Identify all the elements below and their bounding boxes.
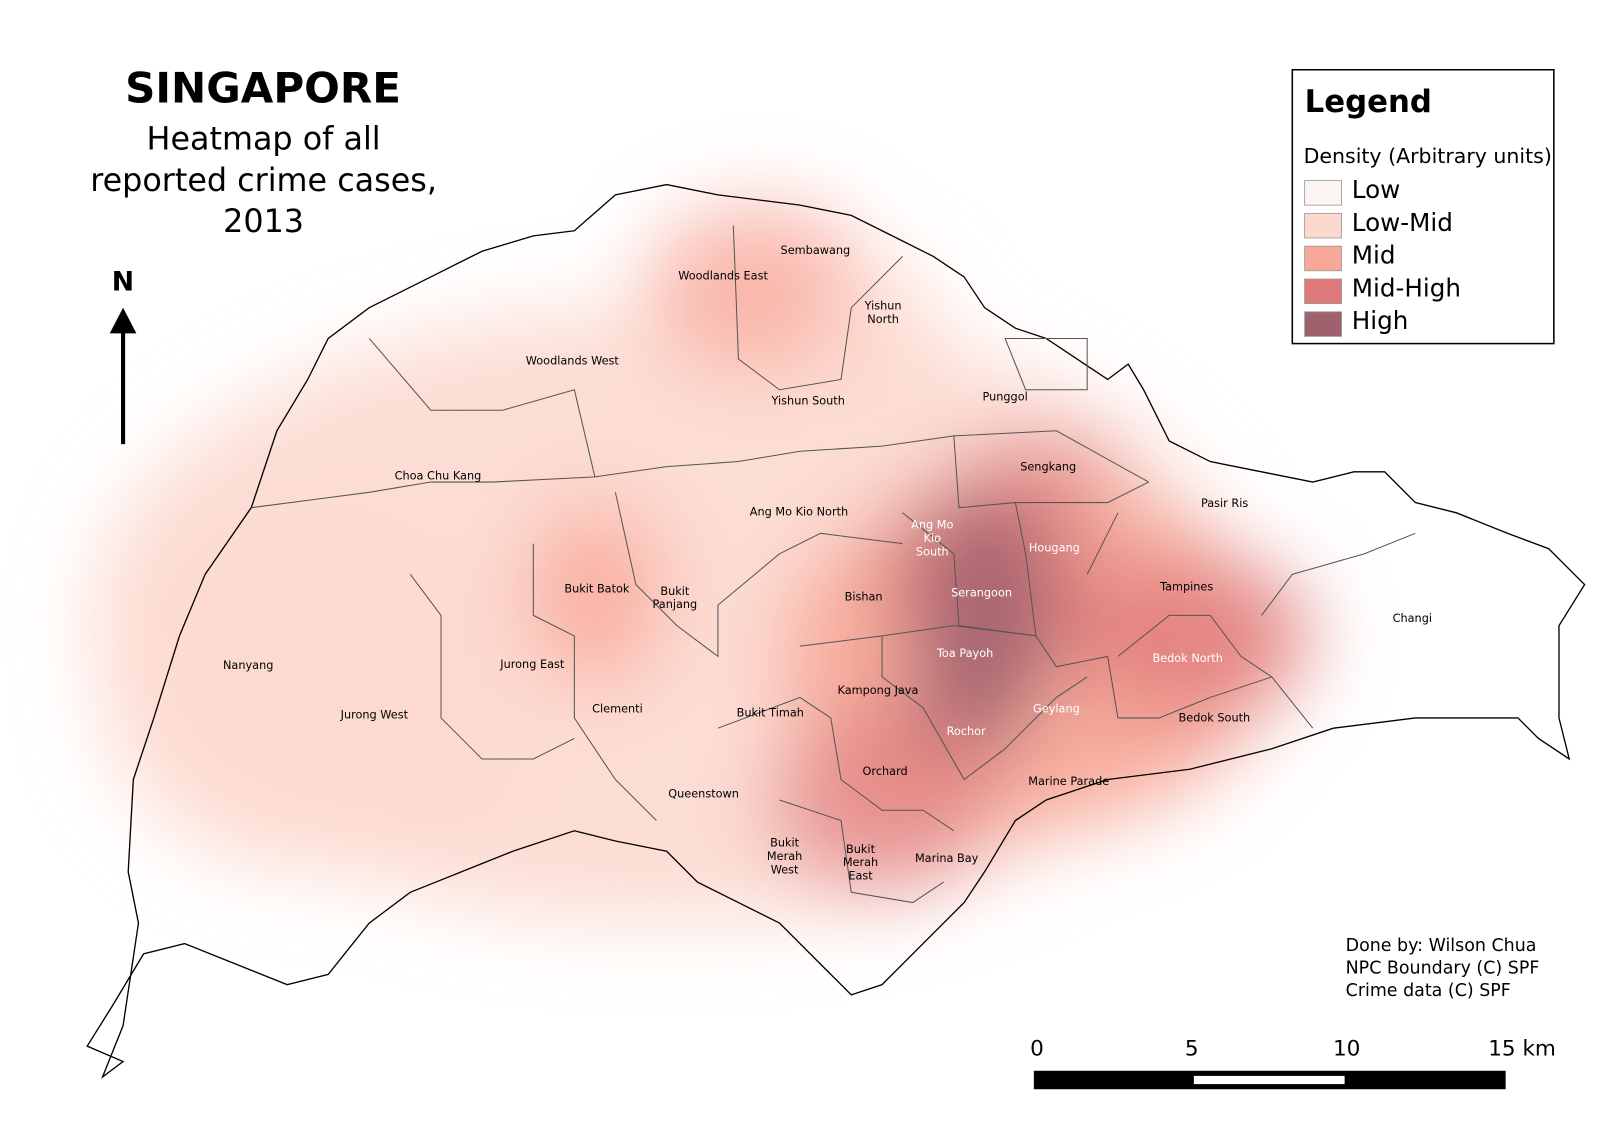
- district-label: Changi: [1392, 611, 1433, 626]
- district-label: Sengkang: [1020, 459, 1077, 474]
- credit-line: Crime data (C) SPF: [1345, 980, 1511, 1002]
- north-arrow-head: [109, 307, 137, 334]
- district-label: Geylang: [1033, 702, 1080, 716]
- title: SINGAPORE: [125, 63, 401, 113]
- legend-swatches: [1304, 180, 1342, 337]
- district-label: Sembawang: [780, 243, 851, 257]
- scale-label: 15 km: [1488, 1035, 1556, 1061]
- district-label: Woodlands East: [678, 269, 768, 283]
- district-label: Marina Bay: [914, 851, 979, 866]
- subtitle: Heatmap of all reported crime cases, 201…: [90, 121, 437, 240]
- heat-blob: [1066, 553, 1313, 718]
- district-label: Bukit Batok: [564, 582, 630, 596]
- heat-blob: [646, 205, 872, 370]
- legend-subtitle: Density (Arbitrary units): [1303, 143, 1552, 169]
- legend-swatch: [1304, 212, 1342, 239]
- district-label: Woodlands West: [525, 354, 619, 368]
- district-label: Clementi: [592, 702, 643, 716]
- scale-label: 0: [1030, 1035, 1044, 1061]
- legend-swatch: [1304, 180, 1342, 206]
- legend-label: High: [1351, 306, 1409, 336]
- scale-label: 5: [1184, 1035, 1199, 1061]
- district-label: Nanyang: [222, 658, 274, 673]
- district-label: Ang Mo Kio North: [749, 505, 849, 519]
- district-label: Hougang: [1028, 541, 1080, 555]
- credits: Done by: Wilson Chua NPC Boundary (C) SPF…: [1346, 934, 1540, 1002]
- district-label: Bukit Timah: [736, 706, 804, 720]
- legend-label: Mid-High: [1351, 273, 1461, 303]
- district-label: Bukit Panjang: [652, 584, 698, 612]
- heatmap: [92, 205, 1313, 924]
- heat-blob: [523, 502, 667, 688]
- legend-label: Low: [1351, 175, 1401, 205]
- district-label: Bishan: [844, 590, 883, 604]
- district-label: Bedok South: [1178, 711, 1251, 725]
- district-label: Toa Payoh: [936, 646, 994, 660]
- district-boundaries: [251, 225, 1416, 904]
- district-label: Punggol: [982, 390, 1028, 404]
- scale-label: 10: [1332, 1035, 1361, 1061]
- district-label: Choa Chu Kang: [394, 469, 482, 483]
- credit-line: Done by: Wilson Chua: [1345, 935, 1537, 956]
- scale-bar: [1033, 1070, 1506, 1090]
- legend-swatch: [1304, 278, 1342, 304]
- district-label: Tampines: [1160, 579, 1214, 594]
- heat-blob: [964, 430, 1129, 513]
- district-label: Yishun North: [864, 299, 902, 327]
- district-label: Pasir Ris: [1200, 496, 1249, 511]
- district-label: Bukit Merah West: [766, 836, 803, 877]
- legend-label: Mid: [1351, 241, 1396, 270]
- legend-swatch: [1304, 311, 1342, 337]
- heat-blob: [769, 707, 995, 893]
- heat-blob: [102, 523, 513, 872]
- credit-line: NPC Boundary (C) SPF: [1345, 957, 1540, 979]
- north-arrow: [109, 307, 137, 445]
- legend-label: Low-Mid: [1351, 208, 1453, 237]
- district-label: Jurong West: [340, 708, 409, 722]
- district-label: Jurong East: [500, 657, 565, 672]
- district-label: Bukit Merah East: [842, 842, 879, 883]
- district-label: Marine Parade: [1028, 774, 1110, 789]
- district-label: Rochor: [946, 724, 986, 738]
- legend-title: Legend: [1304, 84, 1432, 120]
- district-label: Queenstown: [668, 787, 739, 801]
- legend-swatch: [1304, 245, 1342, 272]
- district-label: Ang Mo Kio South: [911, 518, 954, 559]
- scale-bar-segment: [1193, 1075, 1345, 1085]
- district-label: Orchard: [862, 764, 908, 778]
- district-label: Serangoon: [951, 586, 1013, 600]
- coastline: [86, 183, 1586, 1079]
- district-label: Bedok North: [1152, 651, 1223, 666]
- north-label: N: [111, 266, 135, 298]
- district-label: Yishun South: [771, 394, 845, 408]
- heat-blob: [820, 266, 944, 390]
- district-label: Kampong Java: [837, 683, 919, 697]
